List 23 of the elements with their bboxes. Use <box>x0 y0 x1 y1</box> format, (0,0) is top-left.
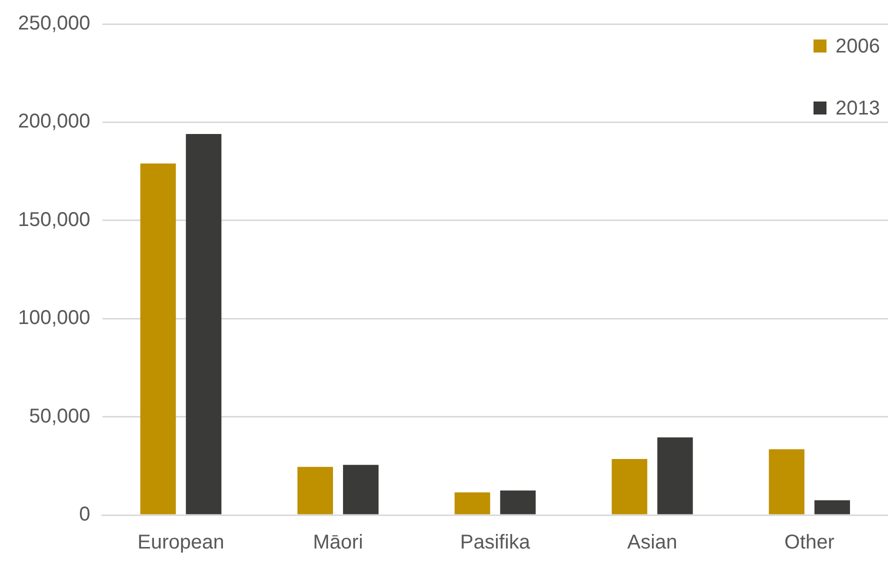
bar <box>297 466 333 514</box>
bar <box>768 449 804 514</box>
x-tick-label: European <box>137 532 224 554</box>
y-tick-label: 250,000 <box>18 12 90 35</box>
legend-label: 2013 <box>836 98 880 120</box>
y-tick-label: 0 <box>79 504 90 526</box>
x-tick-label: Pasifika <box>460 532 532 554</box>
bar <box>140 163 176 514</box>
bar <box>500 490 536 514</box>
y-tick-label: 50,000 <box>29 405 90 428</box>
bar <box>814 500 850 514</box>
bar <box>454 492 490 514</box>
bar <box>186 134 222 514</box>
y-tick-label: 200,000 <box>18 110 90 133</box>
bar <box>343 464 379 514</box>
bar <box>657 437 693 514</box>
y-tick-label: 100,000 <box>18 307 90 330</box>
y-tick-label: 150,000 <box>18 208 90 231</box>
x-tick-label: Māori <box>313 532 364 554</box>
x-tick-label: Other <box>784 532 835 554</box>
legend-label: 2006 <box>836 36 880 58</box>
bar <box>612 459 648 514</box>
x-tick-label: Asian <box>627 532 678 554</box>
